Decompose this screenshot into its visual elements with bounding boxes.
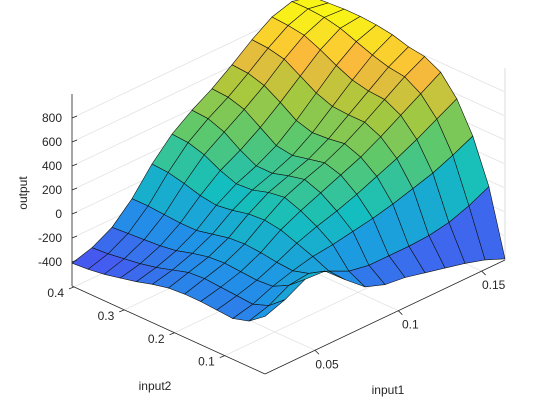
y-axis-line <box>71 285 266 375</box>
tick-labels: -400 -200 0 200 400 600 800 0.05 0.1 0.15 0.1 0.2 0.… <box>38 111 506 371</box>
x-tick-label: 0.05 <box>315 357 339 371</box>
z-tick <box>71 187 78 191</box>
z-tick-label: -200 <box>38 231 62 245</box>
z-tick-label: 800 <box>42 111 62 125</box>
x-axis-label: input1 <box>372 383 405 397</box>
z-tick <box>71 211 78 215</box>
z-tick <box>71 235 78 239</box>
x-tick-label: 0.1 <box>402 318 419 332</box>
z-axis-label: output <box>16 176 30 210</box>
y-tick-label: 0.4 <box>47 286 64 300</box>
x-tick <box>481 270 486 276</box>
surface-patch <box>248 299 286 322</box>
z-tick <box>71 139 78 143</box>
z-tick-label: 400 <box>42 159 62 173</box>
z-tick <box>71 259 78 263</box>
x-tick-label: 0.15 <box>482 278 506 292</box>
z-tick <box>71 115 78 119</box>
y-tick <box>219 355 225 359</box>
y-tick-label: 0.1 <box>198 355 215 369</box>
y-tick-label: 0.3 <box>98 309 115 323</box>
x-axis-line <box>264 259 506 375</box>
z-tick-label: -400 <box>38 255 62 269</box>
z-tick-label: 200 <box>42 183 62 197</box>
surface-mesh <box>71 0 506 322</box>
x-tick <box>398 310 403 315</box>
z-tick-label: 600 <box>42 135 62 149</box>
x-tick <box>314 349 320 355</box>
y-tick <box>68 286 75 290</box>
z-tick-label: 0 <box>55 207 62 221</box>
y-tick-label: 0.2 <box>148 332 165 346</box>
y-axis-label: input2 <box>139 379 172 393</box>
y-tick <box>169 332 175 336</box>
y-tick <box>119 309 125 313</box>
z-tick <box>71 163 78 167</box>
